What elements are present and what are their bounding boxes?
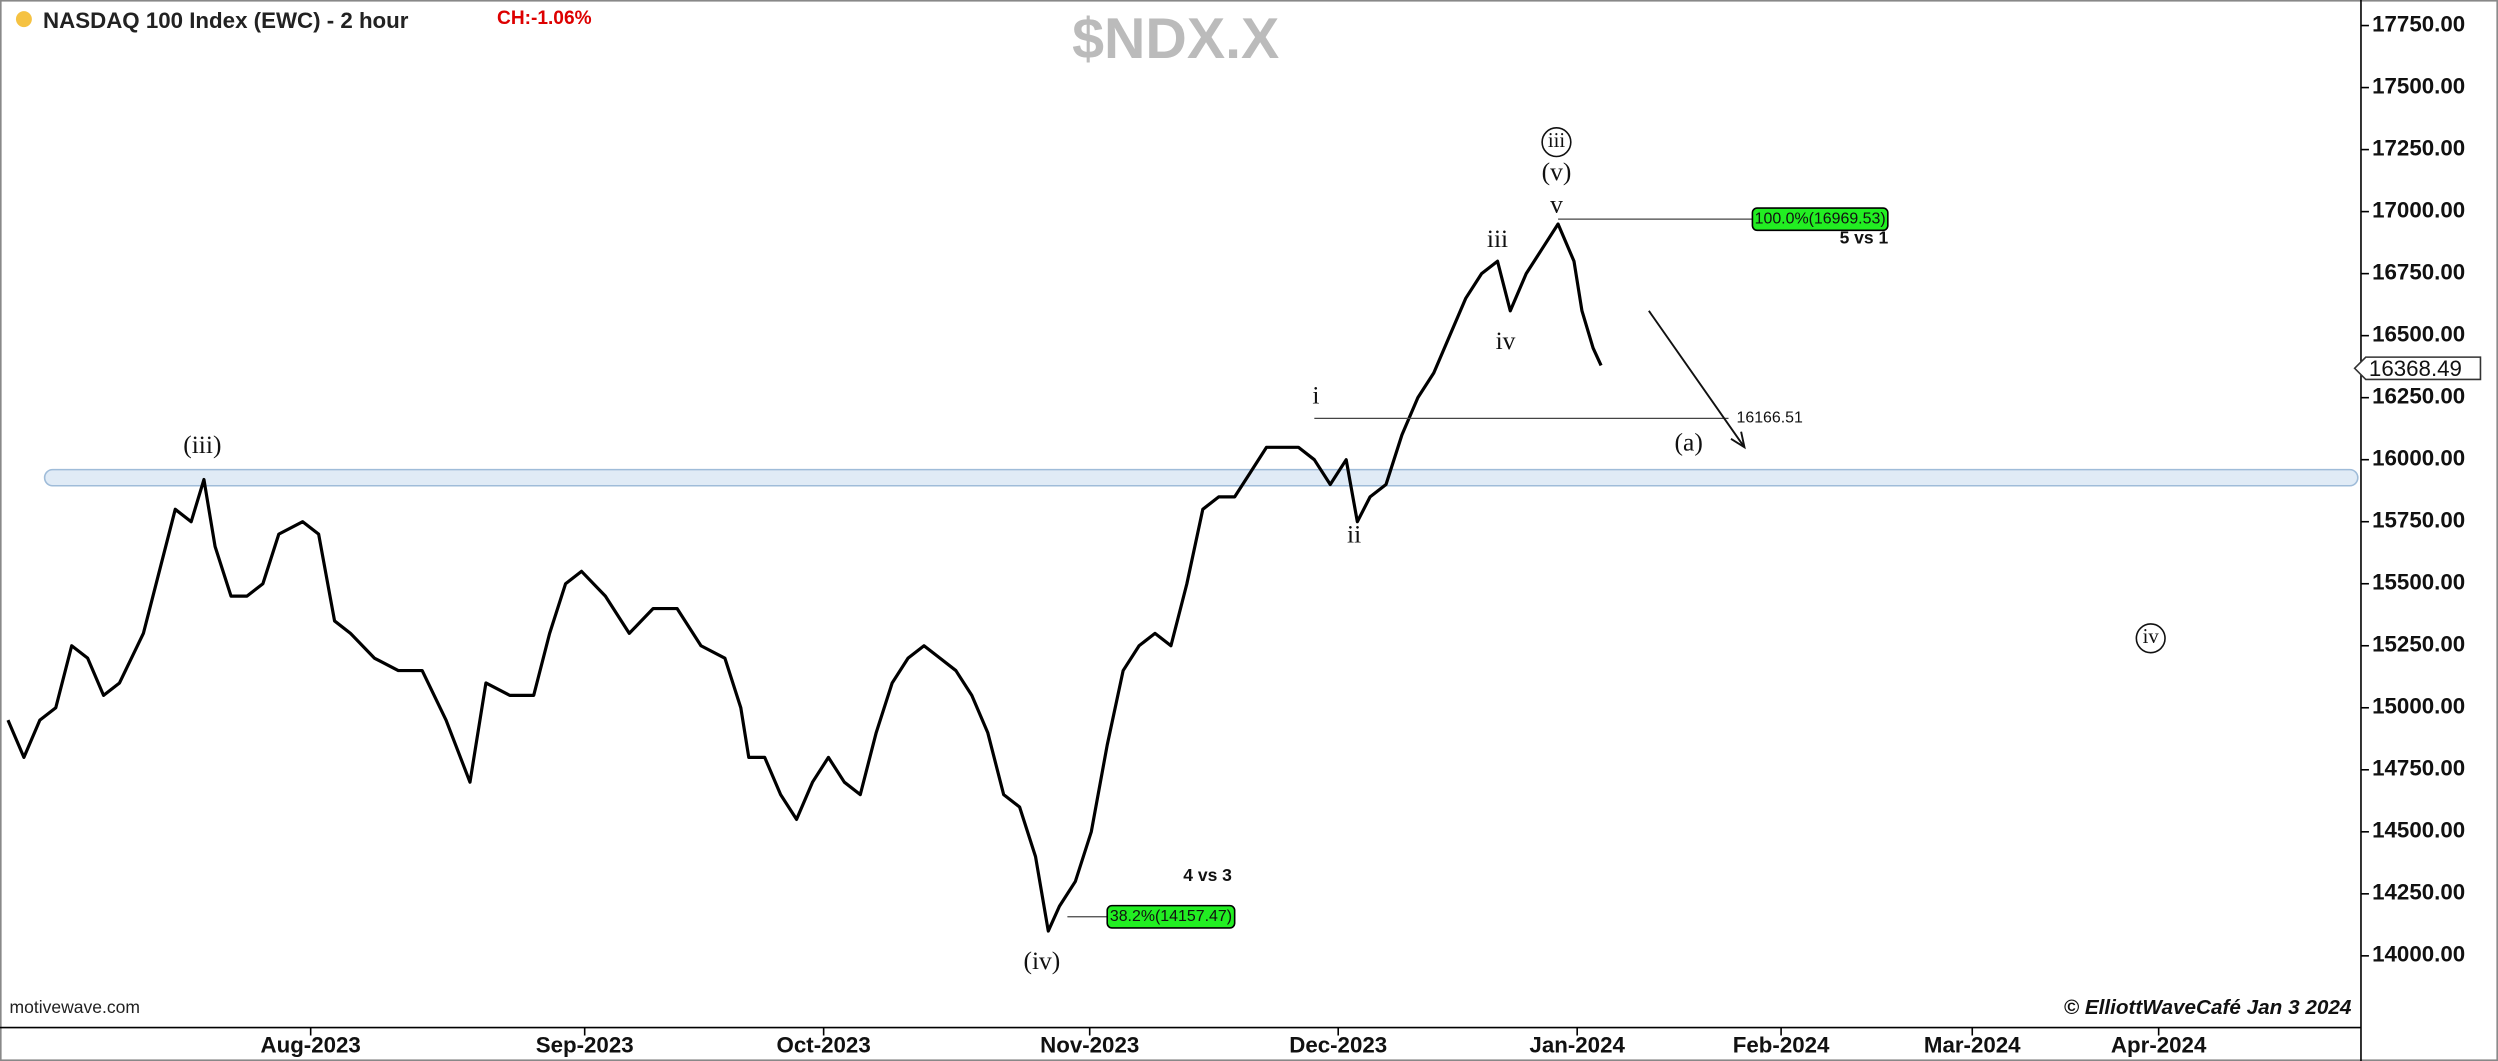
y-tick-label: 16750.00: [2372, 260, 2465, 285]
last-price-label: 16368.49: [2369, 356, 2462, 381]
forecast-arrow: [1648, 310, 1746, 450]
y-tick-label: 16250.00: [2372, 384, 2465, 409]
y-tick-label: 16500.00: [2372, 322, 2465, 347]
x-tick-label: Sep-2023: [536, 1033, 634, 1058]
x-tick-label: Feb-2024: [1733, 1033, 1830, 1058]
y-tick-label: 17250.00: [2372, 135, 2465, 160]
y-tick-label: 15500.00: [2372, 570, 2465, 595]
x-tick-label: Mar-2024: [1924, 1033, 2021, 1058]
wave-label: (iv): [1024, 946, 1061, 975]
symbol: $NDX.X: [1072, 7, 1279, 71]
wave-label: iii: [1548, 130, 1566, 152]
status-dot: [15, 11, 32, 28]
y-tick-label: 14000.00: [2372, 942, 2465, 967]
level-box: [1106, 904, 1236, 929]
wave-label: (a): [1675, 428, 1703, 457]
price-line: [6, 222, 1603, 933]
y-tick-label: 15750.00: [2372, 508, 2465, 533]
y-tick-label: 17500.00: [2372, 73, 2465, 98]
note: 5 vs 1: [1840, 228, 1889, 248]
wave-label: i: [1312, 381, 1319, 410]
level-label: 16166.51: [1736, 410, 1803, 427]
level-label: 100.0%(16969.53): [1755, 210, 1886, 227]
x-tick-label: Oct-2023: [777, 1033, 871, 1058]
x-tick-label: Apr-2024: [2111, 1033, 2207, 1058]
credit: © ElliottWaveCafé Jan 3 2024: [2064, 996, 2352, 1019]
note: 4 vs 3: [1183, 865, 1232, 885]
wave-label: ii: [1347, 519, 1361, 548]
y-tick-label: 15000.00: [2372, 694, 2465, 719]
wave-circle: [2135, 623, 2166, 654]
y-tick-label: 17000.00: [2372, 198, 2465, 223]
wave-label: iv: [2143, 626, 2160, 648]
wave-circle: [1541, 127, 1572, 158]
y-tick-label: 14750.00: [2372, 756, 2465, 781]
wave-label: (v): [1542, 157, 1572, 186]
level-box: [1751, 207, 1889, 232]
y-tick-label: 14250.00: [2372, 880, 2465, 905]
x-tick-label: Nov-2023: [1040, 1033, 1139, 1058]
y-tick-label: 15250.00: [2372, 632, 2465, 657]
change: CH:-1.06%: [497, 8, 592, 29]
chart-title: NASDAQ 100 Index (EWC) - 2 hour: [43, 8, 409, 33]
x-tick-label: Jan-2024: [1529, 1033, 1625, 1058]
wave-label: v: [1550, 189, 1563, 218]
y-tick-label: 17750.00: [2372, 11, 2465, 36]
x-tick-label: Aug-2023: [260, 1033, 360, 1058]
y-tick-label: 14500.00: [2372, 818, 2465, 843]
source: motivewave.com: [10, 997, 140, 1017]
last-price-tag: [2353, 356, 2482, 381]
x-tick-label: Dec-2023: [1289, 1033, 1387, 1058]
wave-label: (iii): [183, 430, 221, 459]
level-label: 38.2%(14157.47): [1110, 908, 1232, 925]
support-zone: [43, 468, 2359, 487]
y-tick-label: 16000.00: [2372, 446, 2465, 471]
wave-label: iii: [1487, 224, 1508, 253]
wave-label: iv: [1496, 326, 1516, 355]
